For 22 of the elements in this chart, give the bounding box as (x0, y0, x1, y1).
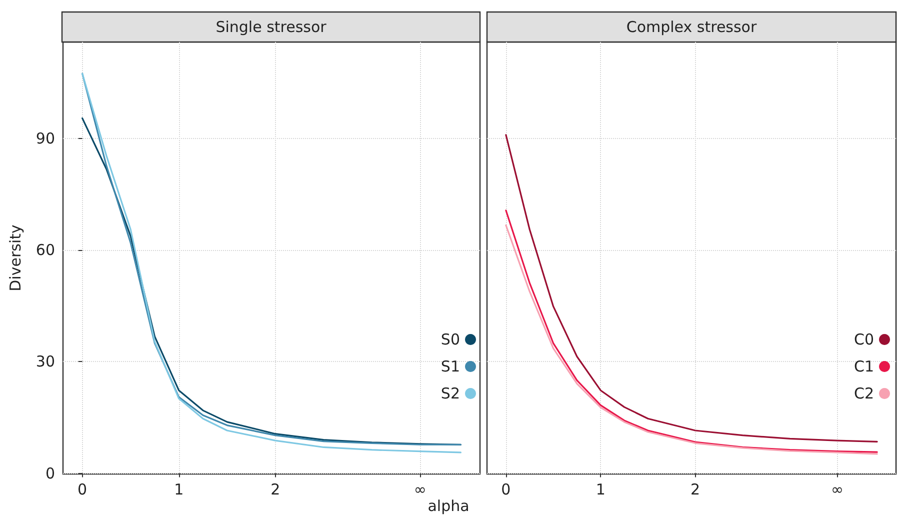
legend-label: C2 (854, 384, 874, 402)
y-tick-label: 30 (36, 352, 55, 371)
x-tick-label: ∞ (831, 480, 844, 498)
x-tick-label: 2 (690, 480, 700, 498)
x-tick-label: 1 (596, 480, 606, 498)
chart-title: Single stressor (216, 18, 328, 36)
chart-title: Complex stressor (626, 18, 758, 36)
legend-label: S1 (440, 358, 460, 376)
x-tick-label: 0 (501, 480, 511, 498)
legend-label: S0 (440, 330, 460, 348)
legend-label: S2 (440, 384, 460, 402)
x-tick-label: 2 (270, 480, 280, 498)
legend-label: C0 (854, 330, 874, 348)
x-axis-title: alpha (426, 497, 470, 515)
y-axis-title: Diversity (6, 224, 24, 292)
x-tick-label: 1 (174, 480, 184, 498)
x-tick-label: ∞ (414, 480, 426, 498)
legend-label: C1 (854, 358, 874, 376)
x-tick-label: 0 (78, 480, 88, 498)
y-tick-label: 60 (36, 241, 55, 260)
y-tick-label: 0 (45, 464, 55, 482)
y-tick-label: 90 (36, 130, 55, 148)
